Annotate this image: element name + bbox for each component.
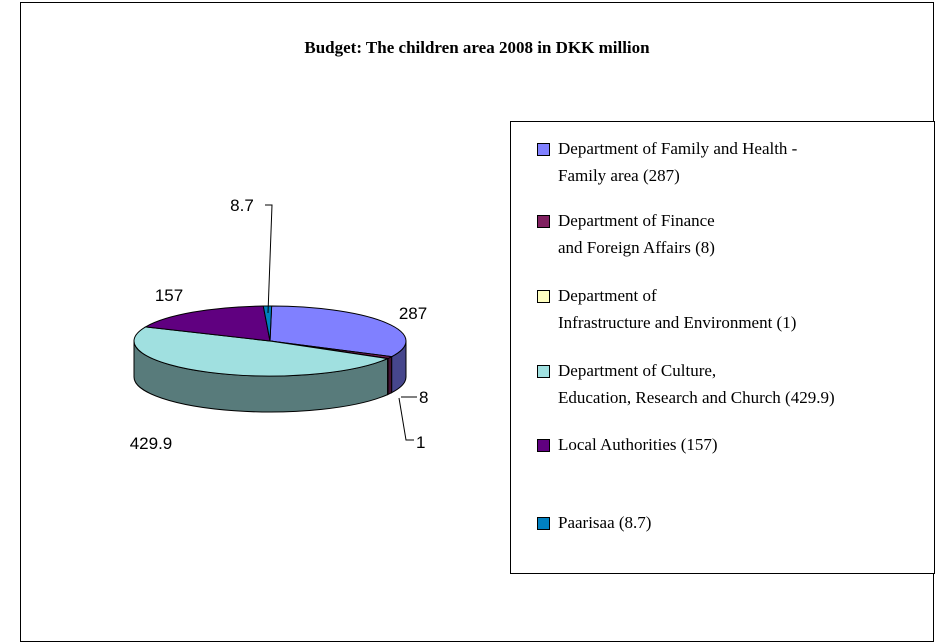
legend-swatch bbox=[537, 365, 550, 378]
legend-label: and Foreign Affairs (8) bbox=[558, 237, 715, 259]
legend-swatch bbox=[537, 143, 550, 156]
data-label: 287 bbox=[399, 304, 427, 323]
chart-frame: Budget: The children area 2008 in DKK mi… bbox=[20, 2, 934, 642]
legend-label: Local Authorities (157) bbox=[558, 434, 718, 456]
legend-label: Department of bbox=[558, 285, 657, 307]
legend: Department of Family and Health - Family… bbox=[510, 121, 935, 574]
legend-swatch bbox=[537, 215, 550, 228]
data-label: 8 bbox=[419, 388, 428, 407]
legend-label: Education, Research and Church (429.9) bbox=[558, 387, 835, 409]
legend-swatch bbox=[537, 439, 550, 452]
leader-line bbox=[265, 205, 272, 313]
legend-label: Family area (287) bbox=[558, 165, 680, 187]
legend-swatch bbox=[537, 517, 550, 530]
legend-label: Department of Family and Health - bbox=[558, 138, 797, 160]
data-label: 1 bbox=[416, 433, 425, 452]
data-label: 157 bbox=[155, 286, 183, 305]
leader-line bbox=[399, 398, 414, 440]
data-label: 429.9 bbox=[130, 434, 173, 453]
pie-chart: 287 8 1 429.9 157 8.7 bbox=[21, 3, 501, 503]
pie-side-wall bbox=[388, 357, 392, 395]
legend-swatch bbox=[537, 290, 550, 303]
legend-label: Infrastructure and Environment (1) bbox=[558, 312, 796, 334]
data-label: 8.7 bbox=[230, 196, 254, 215]
legend-label: Department of Finance bbox=[558, 210, 715, 232]
legend-label: Paarisaa (8.7) bbox=[558, 512, 651, 534]
legend-label: Department of Culture, bbox=[558, 360, 716, 382]
